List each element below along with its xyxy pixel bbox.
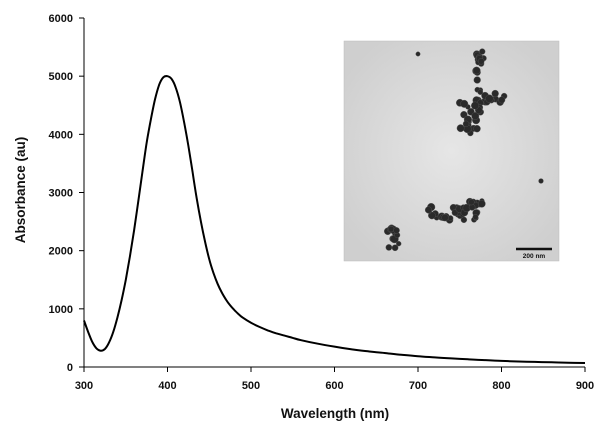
nanoparticle — [424, 206, 432, 214]
nanoparticle — [478, 58, 485, 65]
nanoparticle — [471, 101, 480, 110]
nanoparticle — [396, 241, 402, 247]
nanoparticle — [468, 198, 475, 206]
nanoparticle — [498, 96, 506, 104]
absorbance-line — [83, 75, 586, 364]
nanoparticle — [415, 51, 421, 57]
x-tick-label: 900 — [576, 380, 594, 392]
nanoparticle-clusters — [384, 48, 544, 252]
y-tick-label: 3000 — [49, 188, 73, 200]
y-tick-label: 6000 — [49, 13, 73, 25]
scale-bar-label: 200 nm — [523, 253, 546, 260]
y-axis-title: Absorbance (au) — [13, 137, 28, 244]
nanoparticle — [473, 125, 481, 133]
x-tick-label: 500 — [242, 380, 260, 392]
micrograph-background — [343, 40, 560, 262]
nanoparticle — [538, 178, 544, 184]
nanoparticle — [472, 213, 479, 220]
nanoparticle — [391, 244, 399, 252]
nanoparticle — [388, 226, 395, 233]
nanoparticle — [456, 124, 465, 133]
x-tick-label: 800 — [492, 380, 510, 392]
x-tick-labels: 300 400 500 600 700 800 900 — [75, 380, 594, 392]
x-tick-label: 400 — [158, 380, 176, 392]
nanoparticle — [479, 48, 486, 55]
nanoparticle — [460, 99, 469, 108]
y-tick-label: 5000 — [49, 71, 73, 83]
x-tick-label: 300 — [75, 380, 93, 392]
nanoparticle — [471, 112, 480, 120]
nanoparticle — [468, 204, 476, 211]
y-tick-label: 1000 — [49, 304, 73, 316]
nanoparticle — [491, 89, 499, 98]
nanoparticle — [460, 216, 468, 223]
y-tick-label: 2000 — [49, 246, 73, 258]
y-tick-label: 4000 — [49, 129, 73, 141]
nanoparticle — [472, 66, 481, 75]
x-tick-label: 600 — [325, 380, 343, 392]
nanoparticle — [485, 94, 494, 103]
nanoparticle — [447, 215, 454, 221]
y-tick-label: 0 — [67, 362, 73, 374]
y-tick-labels: 0 1000 2000 3000 4000 5000 6000 — [49, 13, 73, 374]
tem-micrograph-inset: 200 nm — [343, 40, 560, 262]
nanoparticle — [393, 227, 400, 234]
nanoparticle — [477, 89, 484, 95]
axes — [79, 17, 586, 372]
nanoparticle — [441, 214, 449, 222]
nanoparticle — [462, 120, 470, 128]
x-axis-title: Wavelength (nm) — [281, 406, 389, 421]
nanoparticle — [477, 199, 486, 208]
nanoparticle — [385, 244, 393, 251]
x-tick-label: 700 — [409, 380, 427, 392]
nanoparticle — [473, 76, 481, 84]
